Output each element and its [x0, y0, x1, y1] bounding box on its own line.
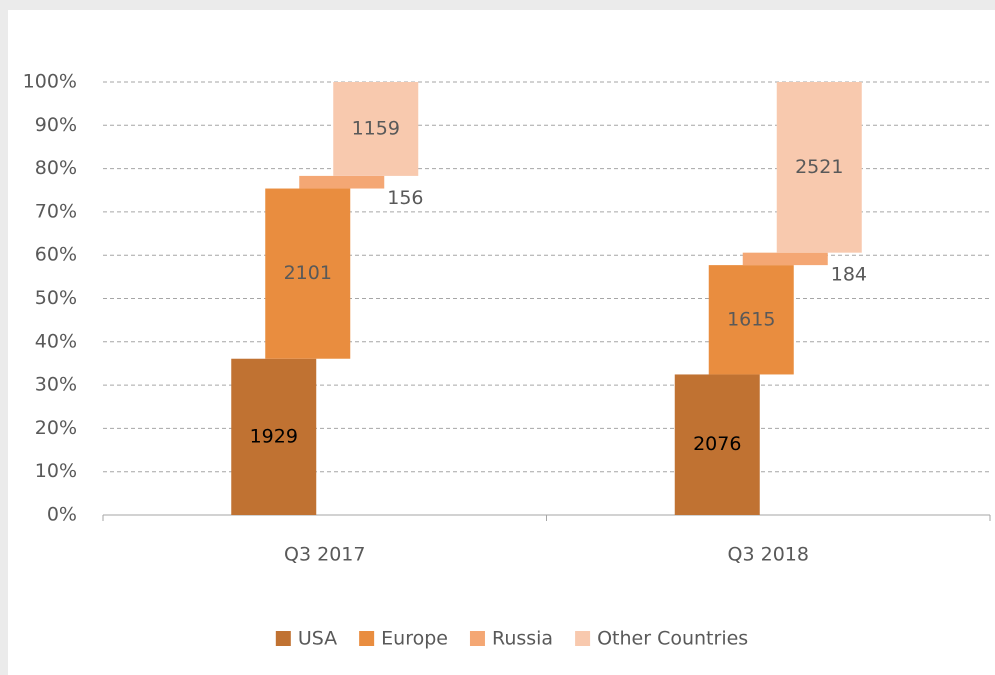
legend-swatch [275, 631, 291, 646]
data-label: 1929 [250, 425, 298, 447]
legend-label: Europe [381, 628, 448, 650]
y-tick-label: 10% [35, 460, 77, 482]
bar-segment [333, 82, 419, 176]
y-tick-label: 100% [23, 71, 77, 93]
y-tick-label: 70% [35, 200, 77, 222]
data-label: 1615 [727, 308, 775, 330]
bar-segment [299, 175, 385, 189]
y-tick-label: 40% [35, 330, 77, 352]
legend-label: Other Countries [597, 628, 748, 650]
data-label: 156 [387, 187, 423, 209]
data-label: 184 [831, 264, 867, 286]
bar-segment [708, 265, 794, 375]
x-tick-label: Q3 2018 [728, 544, 809, 566]
y-tick-label: 50% [35, 287, 77, 309]
y-tick-label: 90% [35, 114, 77, 136]
y-tick-label: 60% [35, 244, 77, 266]
y-tick-label: 20% [35, 417, 77, 439]
bar-segment [674, 374, 760, 515]
legend-swatch [575, 631, 591, 646]
y-tick-label: 30% [35, 374, 77, 396]
data-label: 2101 [284, 262, 332, 284]
data-label: 1159 [352, 117, 400, 139]
data-label: 2521 [795, 156, 843, 178]
x-tick-label: Q3 2017 [284, 544, 365, 566]
legend-swatch [359, 631, 375, 646]
data-label: 2076 [693, 433, 741, 455]
legend-label: USA [298, 628, 337, 650]
bar-segment [265, 188, 351, 359]
bar-segment [776, 82, 862, 253]
y-tick-label: 0% [47, 504, 77, 526]
bar-segment [742, 252, 828, 266]
legend-swatch [469, 631, 485, 646]
y-tick-label: 80% [35, 157, 77, 179]
legend-label: Russia [492, 628, 553, 650]
bar-segment [231, 358, 317, 515]
